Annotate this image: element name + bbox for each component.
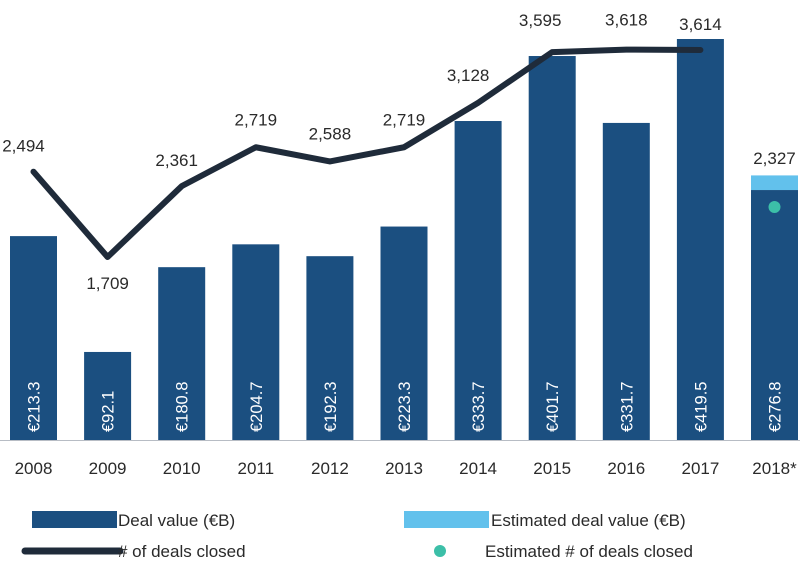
legend-item-estimated-deals-closed[interactable]: Estimated # of deals closed (434, 542, 693, 561)
bar-value-label: €331.7 (618, 382, 636, 432)
deals-closed-label: 2,719 (235, 110, 278, 129)
bar-value-label: €223.3 (396, 382, 414, 432)
deals-closed-line (30, 46, 704, 260)
legend-label-estimated-deals-closed: Estimated # of deals closed (485, 542, 693, 561)
bars-group: €213.3 €92.1 €180.8 €204.7 €192.3 €223.3 €333.… (10, 39, 798, 441)
legend-label-deals-closed: # of deals closed (118, 542, 246, 561)
x-tick-label: 2013 (385, 459, 423, 478)
x-tick-label: 2017 (681, 459, 719, 478)
x-ticks-group: 2008 2009 2010 2011 2012 2013 2014 2015 2016 2017… (15, 459, 798, 478)
estimated-deals-label: 2,327 (753, 149, 796, 168)
estimated-deals-dot (768, 201, 781, 213)
deals-closed-label: 2,588 (309, 124, 352, 143)
legend-item-deals-closed[interactable]: # of deals closed (21, 542, 246, 561)
x-tick-label: 2014 (459, 459, 497, 478)
legend-item-estimated-deal-value[interactable]: Estimated deal value (€B) (404, 511, 686, 530)
legend-swatch-estimated-deals-closed (434, 545, 446, 557)
x-tick-label: 2010 (163, 459, 201, 478)
deals-closed-label: 2,494 (2, 137, 45, 156)
deals-closed-label: 2,719 (383, 110, 426, 129)
bar-value-label: €192.3 (322, 382, 340, 432)
deals-line-group: 2,494 1,709 2,361 2,719 2,588 2,719 3,128 3,595… (2, 11, 796, 293)
bar-deal-value (602, 122, 650, 440)
deals-closed-label: 3,614 (679, 15, 722, 34)
bar-deal-value (10, 236, 57, 440)
x-tick-label: 2016 (607, 459, 645, 478)
x-tick-label: 2012 (311, 459, 349, 478)
deals-closed-label: 3,595 (519, 11, 562, 30)
bar-deal-value (306, 256, 354, 440)
legend-item-deal-value[interactable]: Deal value (€B) (32, 511, 235, 530)
deals-closed-label: 3,618 (605, 11, 648, 30)
legend-label-estimated-deal-value: Estimated deal value (€B) (491, 511, 686, 530)
legend-label-deal-value: Deal value (€B) (118, 511, 235, 530)
bar-deal-value (454, 121, 502, 441)
bar-deal-value (751, 190, 798, 440)
bar-deal-value (676, 39, 724, 440)
bar-estimated-deal-value (751, 175, 798, 191)
x-tick-label: 2009 (89, 459, 127, 478)
legend-swatch-deal-value (32, 511, 117, 528)
bar-deal-value (84, 351, 132, 440)
x-tick-label: 2008 (15, 459, 53, 478)
bar-deal-value (380, 226, 428, 440)
x-tick-label: 2011 (238, 459, 275, 478)
x-tick-label: 2015 (533, 459, 571, 478)
x-tick-label: 2018* (752, 459, 797, 478)
bar-value-label: €401.7 (544, 382, 562, 432)
bar-value-label: €180.8 (174, 382, 192, 432)
bar-value-label: €204.7 (248, 382, 266, 432)
legend-swatch-estimated-deal-value (404, 511, 489, 528)
deals-closed-label: 3,128 (447, 66, 490, 85)
deals-closed-label: 1,709 (86, 274, 129, 293)
bar-value-label: €213.3 (26, 382, 44, 432)
bar-value-label: €92.1 (100, 391, 118, 432)
deals-closed-label: 2,361 (155, 151, 198, 170)
bar-value-label: €333.7 (470, 382, 488, 432)
bar-value-label: €419.5 (692, 382, 710, 432)
bar-deal-value (528, 56, 576, 441)
bar-value-label: €276.8 (767, 382, 785, 432)
legend: Deal value (€B) Estimated deal value (€B… (21, 511, 693, 561)
bar-deal-value (232, 244, 280, 440)
bar-deal-value (158, 267, 206, 440)
